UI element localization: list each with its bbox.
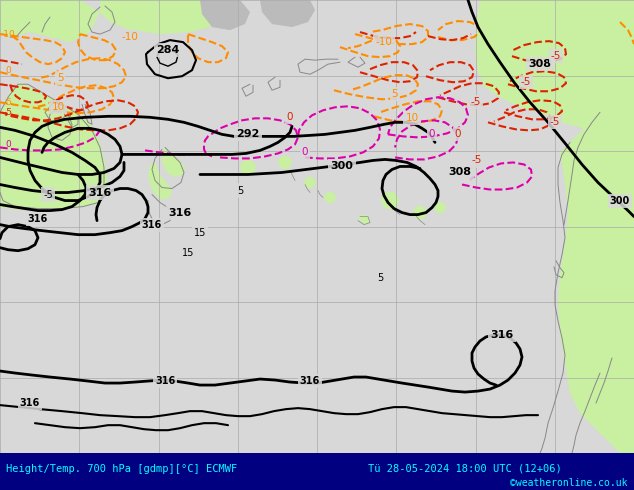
Text: -5: -5 bbox=[43, 190, 53, 199]
Text: 316: 316 bbox=[155, 376, 175, 386]
Circle shape bbox=[325, 193, 335, 202]
Text: 15: 15 bbox=[182, 248, 194, 258]
Polygon shape bbox=[200, 0, 250, 30]
Text: 5: 5 bbox=[237, 186, 243, 196]
Polygon shape bbox=[162, 147, 185, 177]
Circle shape bbox=[279, 156, 291, 169]
Text: Tü 28-05-2024 18:00 UTC (12+06): Tü 28-05-2024 18:00 UTC (12+06) bbox=[368, 464, 562, 473]
Polygon shape bbox=[358, 215, 370, 224]
Polygon shape bbox=[0, 82, 108, 210]
Text: ©weatheronline.co.uk: ©weatheronline.co.uk bbox=[510, 478, 628, 488]
Circle shape bbox=[435, 202, 445, 213]
Text: -10: -10 bbox=[122, 32, 138, 42]
Text: -5: -5 bbox=[472, 155, 482, 166]
Text: 0: 0 bbox=[429, 129, 436, 139]
Text: 0: 0 bbox=[455, 129, 462, 139]
Text: 308: 308 bbox=[529, 59, 552, 69]
Text: 300: 300 bbox=[330, 162, 353, 172]
Text: -5: -5 bbox=[550, 117, 560, 127]
Text: 0: 0 bbox=[5, 140, 11, 149]
Text: 316: 316 bbox=[28, 214, 48, 223]
Circle shape bbox=[305, 177, 315, 188]
Polygon shape bbox=[148, 163, 172, 199]
Text: 316: 316 bbox=[490, 330, 514, 340]
Text: 5: 5 bbox=[56, 73, 63, 83]
Text: 0: 0 bbox=[302, 147, 308, 157]
Text: 316: 316 bbox=[300, 376, 320, 386]
Text: 308: 308 bbox=[448, 168, 472, 177]
Text: -10: -10 bbox=[375, 37, 392, 47]
Polygon shape bbox=[558, 0, 634, 453]
Text: Height/Temp. 700 hPa [gdmp][°C] ECMWF: Height/Temp. 700 hPa [gdmp][°C] ECMWF bbox=[6, 464, 238, 473]
Text: 300: 300 bbox=[610, 196, 630, 205]
Text: 284: 284 bbox=[157, 45, 179, 55]
Text: 10: 10 bbox=[405, 113, 418, 123]
Text: -5: -5 bbox=[521, 77, 531, 87]
Text: 0: 0 bbox=[5, 66, 11, 74]
Text: 15: 15 bbox=[194, 228, 206, 238]
Text: 292: 292 bbox=[236, 129, 260, 139]
Polygon shape bbox=[100, 0, 220, 34]
Text: -5: -5 bbox=[4, 108, 13, 117]
Text: 316: 316 bbox=[88, 188, 112, 197]
Text: 316: 316 bbox=[20, 398, 40, 408]
Text: -10: -10 bbox=[1, 29, 15, 39]
Circle shape bbox=[414, 207, 426, 219]
Text: -5: -5 bbox=[551, 51, 561, 61]
Polygon shape bbox=[260, 0, 315, 27]
Text: 5: 5 bbox=[392, 89, 398, 99]
Polygon shape bbox=[0, 0, 100, 42]
Polygon shape bbox=[475, 0, 634, 143]
Circle shape bbox=[241, 160, 255, 174]
Text: -5: -5 bbox=[4, 98, 13, 107]
Text: 316: 316 bbox=[169, 208, 191, 218]
Text: 316: 316 bbox=[142, 220, 162, 230]
Text: 10: 10 bbox=[51, 102, 65, 112]
Text: 0: 0 bbox=[287, 112, 294, 122]
Text: -5: -5 bbox=[471, 98, 481, 107]
Text: 5: 5 bbox=[377, 273, 383, 283]
Circle shape bbox=[382, 193, 398, 209]
